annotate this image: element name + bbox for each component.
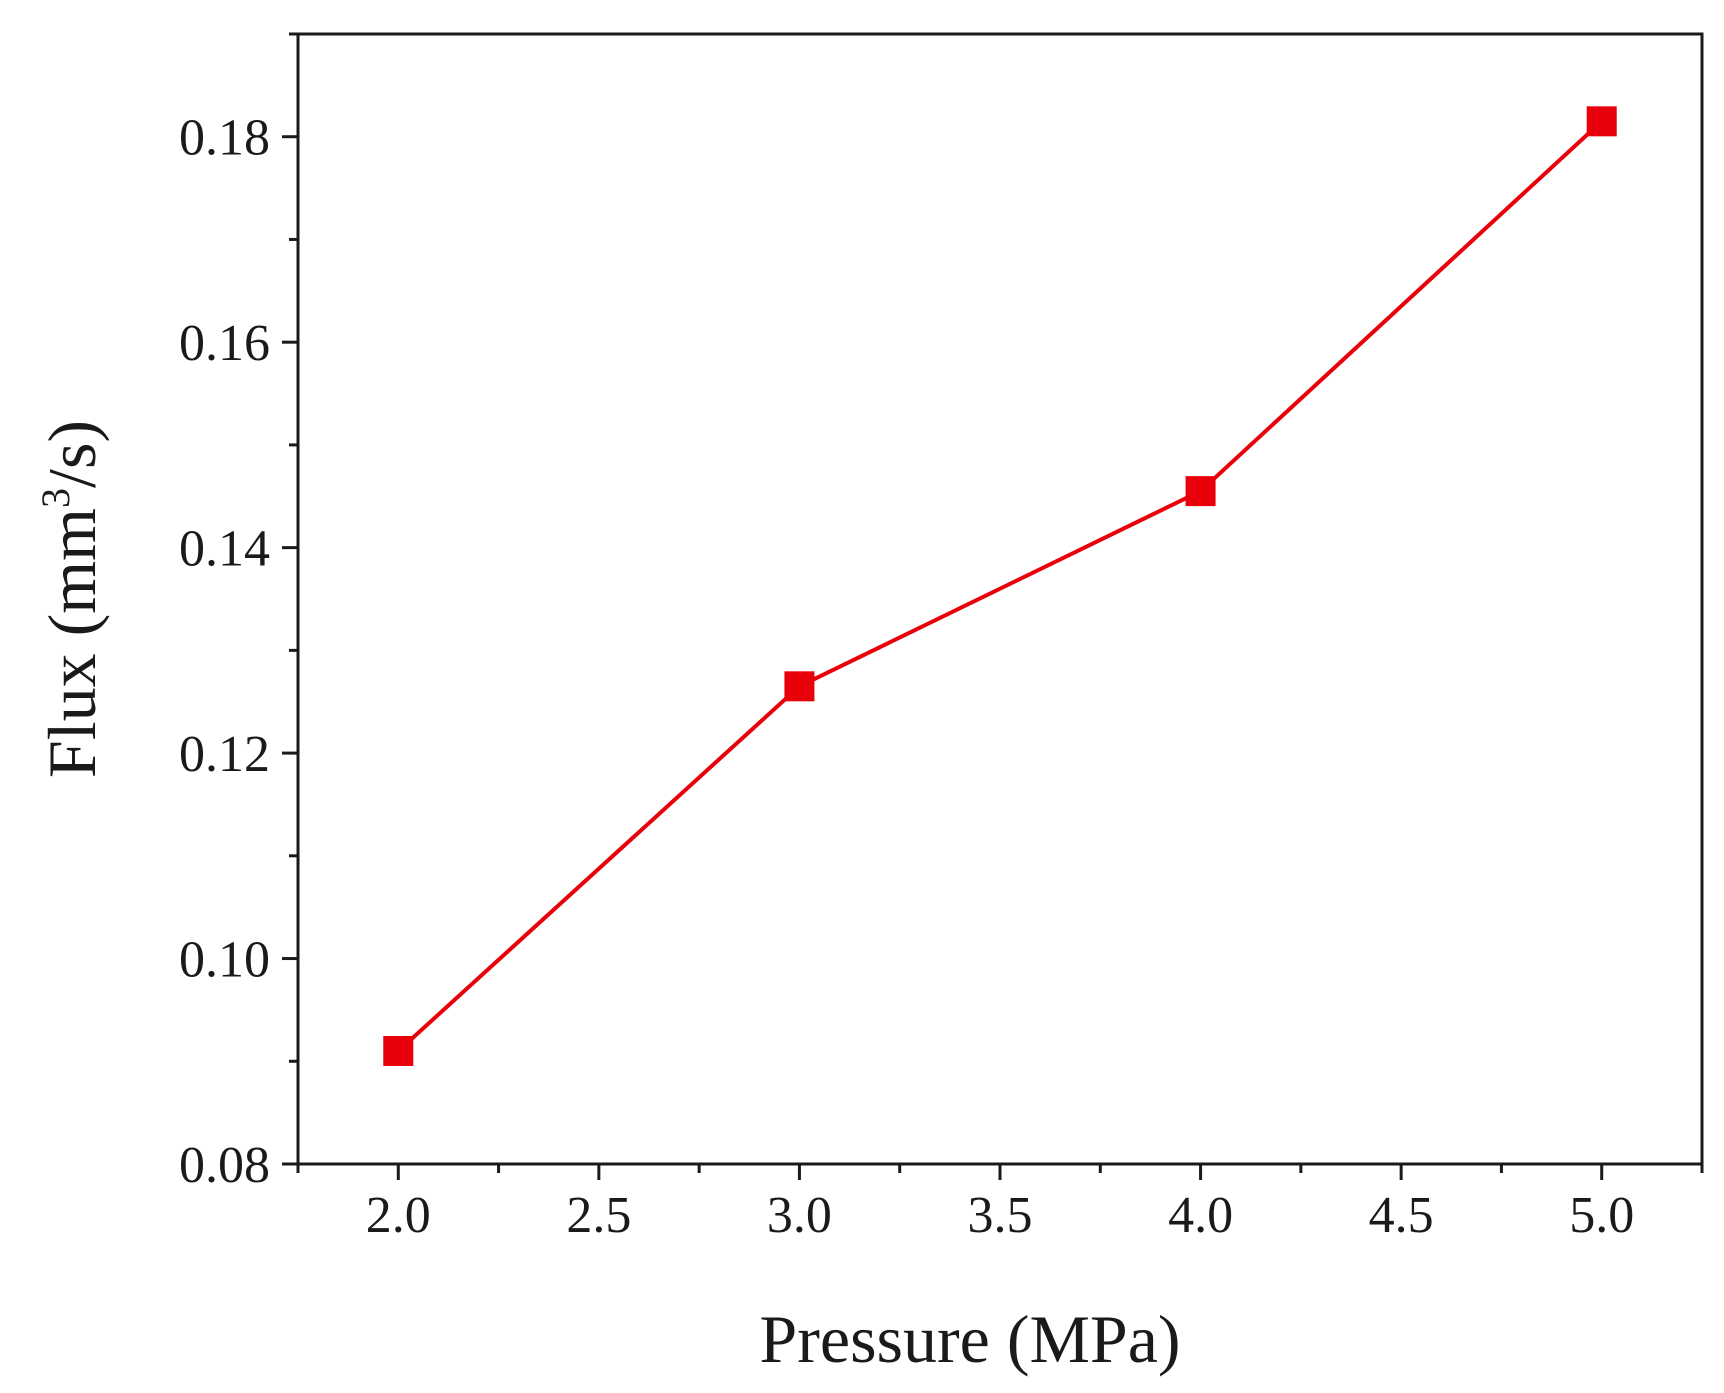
series-line	[396, 119, 1604, 1053]
data-point-marker	[383, 1036, 414, 1066]
axis-tick-labels: 2.0 2.5 3.0 3.5 4.0 4.5 5.0 0.08 0.10 0.12 0.14 0.1…	[179, 110, 1634, 1244]
y-axis-title-suffix: /s)	[34, 420, 110, 488]
x-tick-label: 4.0	[1168, 1187, 1233, 1244]
y-tick-label: 0.12	[179, 726, 270, 783]
y-tick-label: 0.10	[179, 932, 270, 989]
x-tick-label: 3.0	[767, 1187, 832, 1244]
x-tick-label: 5.0	[1569, 1187, 1634, 1244]
y-tick-label: 0.16	[179, 315, 270, 372]
x-tick-label: 2.0	[366, 1187, 431, 1244]
x-tick-label: 3.5	[968, 1187, 1033, 1244]
data-point-marker	[784, 671, 815, 702]
x-tick-label: 2.5	[566, 1187, 631, 1244]
y-axis-title: Flux (mm3/s)	[33, 420, 110, 778]
axis-ticks	[282, 32, 1704, 1180]
y-axis-title-superscript: 3	[33, 488, 78, 508]
y-tick-label: 0.18	[179, 110, 270, 167]
data-point-marker	[1586, 106, 1617, 137]
y-axis-title-prefix: Flux (mm	[34, 508, 110, 778]
data-point-marker	[1185, 476, 1216, 507]
x-axis-title: Pressure (MPa)	[759, 1301, 1180, 1377]
plot-frame	[296, 32, 1704, 1166]
x-tick-label: 4.5	[1369, 1187, 1434, 1244]
data-series	[383, 106, 1617, 1066]
y-tick-label: 0.08	[179, 1137, 270, 1194]
y-tick-label: 0.14	[179, 521, 270, 578]
